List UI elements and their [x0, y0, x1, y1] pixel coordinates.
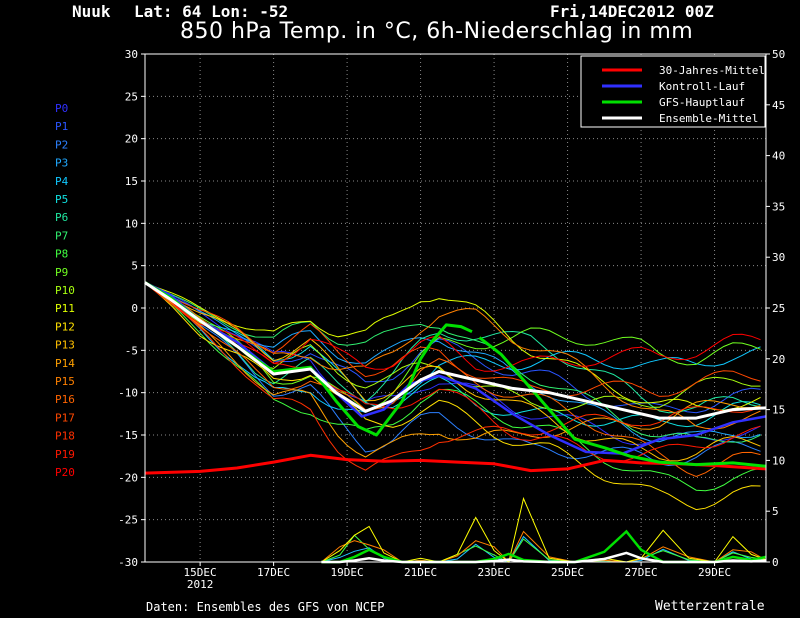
ensemble-member-line — [144, 282, 761, 458]
member-label: P19 — [55, 448, 75, 461]
member-label: P16 — [55, 393, 75, 406]
x-tick-label: 25DEC — [551, 566, 584, 579]
y-right-tick-label: 20 — [772, 353, 785, 366]
member-label: P14 — [55, 357, 75, 370]
y-left-tick-label: 0 — [131, 302, 138, 315]
x-tick-label: 23DEC — [478, 566, 511, 579]
series-line-ensemble-mittel — [144, 281, 767, 420]
y-left-tick-label: 10 — [125, 217, 138, 230]
legend-label: Ensemble-Mittel — [659, 112, 758, 125]
legend-box — [580, 55, 766, 128]
x-tick-label: 19DEC — [331, 566, 364, 579]
y-right-tick-label: 40 — [772, 150, 785, 163]
y-right-tick-label: 0 — [772, 556, 779, 569]
ensemble-member-line — [144, 282, 761, 462]
ensemble-member-line — [144, 282, 761, 463]
member-label: P2 — [55, 138, 68, 151]
member-label: P9 — [55, 266, 68, 279]
x-tick-label: 15DEC — [184, 566, 217, 579]
y-left-tick-label: -20 — [118, 471, 138, 484]
data-source-note: Daten: Ensembles des GFS von NCEP — [146, 600, 385, 614]
member-label: P5 — [55, 193, 68, 206]
y-left-tick-label: -30 — [118, 556, 138, 569]
member-label: P20 — [55, 466, 75, 479]
y-left-tick-label: 25 — [125, 90, 138, 103]
y-left-tick-label: 15 — [125, 175, 138, 188]
legend-label: Kontroll-Lauf — [659, 80, 745, 93]
legend-label: GFS-Hauptlauf — [659, 96, 745, 109]
member-label: P4 — [55, 175, 69, 188]
chart-title: 850 hPa Temp. in °C, 6h-Niederschlag in … — [180, 19, 694, 44]
member-label: P3 — [55, 157, 68, 170]
member-label: P6 — [55, 211, 68, 224]
y-left-tick-label: 20 — [125, 133, 138, 146]
y-left-tick-label: -25 — [118, 514, 138, 527]
y-left-tick-label: 5 — [131, 260, 138, 273]
y-left-tick-label: -10 — [118, 387, 138, 400]
brand-label: Wetterzentrale — [655, 599, 765, 614]
member-label: P18 — [55, 430, 75, 443]
y-right-tick-label: 5 — [772, 505, 779, 518]
y-right-tick-label: 25 — [772, 302, 785, 315]
x-tick-label: 21DEC — [404, 566, 437, 579]
precip-member-line — [321, 496, 767, 563]
ensemble-member-line — [144, 282, 761, 372]
y-left-tick-label: 30 — [125, 48, 138, 61]
ensemble-member-line — [144, 282, 761, 443]
ensemble-member-line — [144, 282, 761, 428]
member-label: P0 — [55, 102, 68, 115]
x-tick-label: 27DEC — [625, 566, 658, 579]
series-line-gfs-hauptlauf-2- — [478, 336, 767, 468]
ensemble-member-line — [144, 282, 761, 471]
member-label: P13 — [55, 339, 75, 352]
y-right-tick-label: 30 — [772, 251, 785, 264]
member-label: P10 — [55, 284, 75, 297]
y-right-tick-label: 35 — [772, 200, 785, 213]
ensemble-member-line — [144, 282, 761, 411]
plot-frame — [144, 53, 767, 563]
ensemble-member-line — [144, 282, 761, 492]
header-coords: Lat: 64 Lon: -52 — [134, 2, 289, 21]
precip-main-line — [321, 529, 767, 564]
ensemble-member-line — [144, 282, 761, 511]
member-label: P12 — [55, 320, 75, 333]
member-label: P1 — [55, 120, 68, 133]
member-label: P7 — [55, 229, 68, 242]
header-location: Nuuk — [72, 2, 111, 21]
y-right-tick-label: 10 — [772, 454, 785, 467]
x-tick-label: 17DEC — [257, 566, 290, 579]
y-right-tick-label: 50 — [772, 48, 785, 61]
series-line-kontroll-lauf — [144, 281, 767, 455]
y-right-tick-label: 15 — [772, 404, 785, 417]
ensemble-member-line — [144, 282, 761, 430]
member-label: P17 — [55, 411, 75, 424]
ensemble-member-line — [144, 282, 761, 443]
ensemble-member-line — [144, 282, 761, 414]
ensemble-member-line — [144, 282, 761, 397]
x-year-label: 2012 — [187, 578, 214, 591]
ensemble-member-line — [144, 282, 761, 413]
legend-label: 30-Jahres-Mittel — [659, 64, 765, 77]
member-label: P8 — [55, 248, 68, 261]
ensemble-member-line — [144, 282, 761, 478]
series-line-30-jahres-mittel — [144, 453, 767, 475]
y-left-tick-label: -15 — [118, 429, 138, 442]
x-tick-label: 29DEC — [698, 566, 731, 579]
header-run-time: Fri,14DEC2012 00Z — [550, 2, 714, 21]
y-left-tick-label: -5 — [125, 344, 138, 357]
member-label: P15 — [55, 375, 75, 388]
member-label: P11 — [55, 302, 75, 315]
y-right-tick-label: 45 — [772, 99, 785, 112]
